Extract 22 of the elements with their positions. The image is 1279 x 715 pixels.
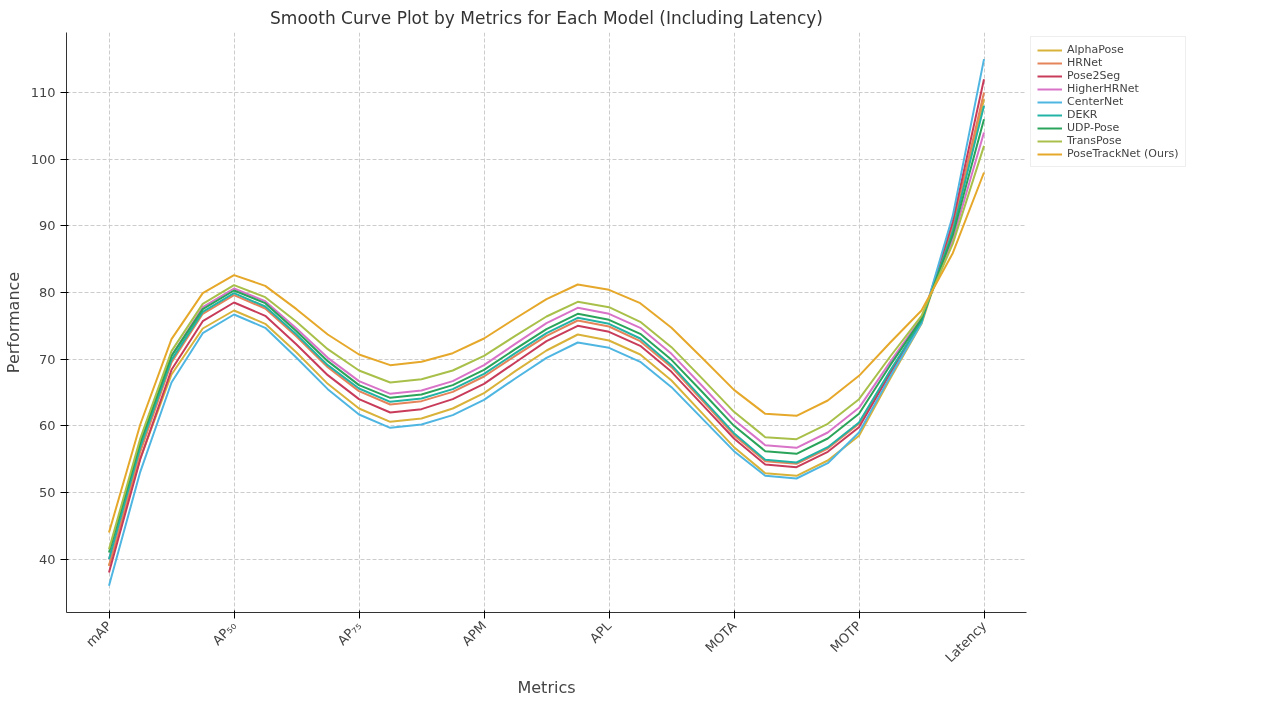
legend-label: PoseTrackNet (Ours) bbox=[1067, 147, 1179, 160]
y-tick-label: 60 bbox=[38, 418, 56, 434]
y-tick-label: 50 bbox=[38, 485, 56, 500]
legend-label: DEKR bbox=[1067, 108, 1098, 121]
x-tick-label: APL bbox=[586, 617, 615, 646]
x-tick-label: AP₅₀ bbox=[209, 618, 240, 649]
y-tick-label: 70 bbox=[38, 351, 56, 367]
y-tick-label: 110 bbox=[30, 85, 56, 100]
legend-label: AlphaPose bbox=[1067, 43, 1124, 56]
x-axis-title: Metrics bbox=[517, 678, 576, 698]
y-tick-label: 100 bbox=[30, 151, 56, 167]
legend-label: CenterNet bbox=[1067, 95, 1124, 108]
legend-label: HigherHRNet bbox=[1067, 82, 1139, 95]
y-tick-label: 90 bbox=[38, 218, 56, 234]
legend-label: HRNet bbox=[1067, 56, 1103, 69]
legend-label: Pose2Seg bbox=[1067, 69, 1121, 82]
legend-label: UDP-Pose bbox=[1067, 121, 1120, 134]
chart-title: Smooth Curve Plot by Metrics for Each Model (Including Latency) bbox=[270, 7, 823, 28]
y-axis-title: Performance bbox=[3, 271, 23, 374]
y-tick-label: 80 bbox=[38, 285, 56, 300]
y-tick-label: 40 bbox=[38, 551, 56, 567]
legend-label: TransPose bbox=[1067, 134, 1122, 147]
